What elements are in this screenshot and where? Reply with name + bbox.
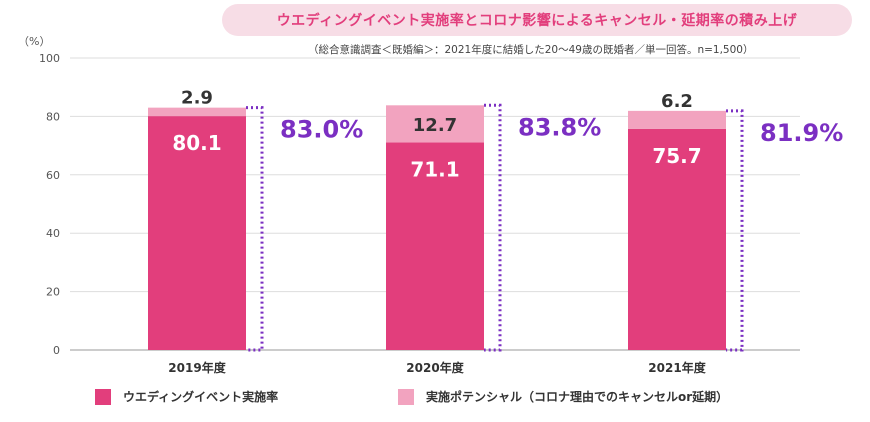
total-label: 83.8% bbox=[518, 113, 601, 141]
x-tick-label: 2021年度 bbox=[648, 360, 706, 375]
total-label: 83.0% bbox=[280, 116, 363, 144]
total-bracket bbox=[246, 106, 264, 352]
data-label-actual: 80.1 bbox=[172, 131, 221, 155]
y-tick-label: 60 bbox=[46, 169, 60, 182]
bar-actual bbox=[386, 142, 484, 350]
y-tick-label: 0 bbox=[53, 344, 60, 357]
data-label-actual: 75.7 bbox=[652, 144, 701, 168]
data-label-actual: 71.1 bbox=[410, 157, 459, 181]
bar-potential bbox=[628, 110, 726, 129]
y-axis-unit: （%） bbox=[18, 35, 51, 48]
chart-title: ウエディングイベント実施率とコロナ影響によるキャンセル・延期率の積み上げ bbox=[276, 13, 798, 29]
y-tick-label: 80 bbox=[46, 110, 60, 123]
total-label: 81.9% bbox=[760, 119, 843, 147]
y-tick-label: 100 bbox=[39, 52, 60, 65]
x-tick-label: 2019年度 bbox=[168, 360, 226, 375]
bar-actual bbox=[148, 116, 246, 350]
legend-swatch-potential bbox=[398, 388, 414, 405]
legend-label-actual: ウエディングイベント実施率 bbox=[123, 390, 279, 404]
chart-subtitle: （総合意識調査＜既婚編＞：2021年度に結婚した20～49歳の既婚者／単一回答。… bbox=[308, 44, 754, 56]
total-bracket bbox=[726, 109, 744, 352]
legend-item-potential: 実施ポテンシャル（コロナ理由でのキャンセルor延期） bbox=[398, 388, 728, 405]
data-label-potential: 6.2 bbox=[661, 91, 693, 112]
data-label-potential: 2.9 bbox=[181, 88, 213, 109]
x-tick-label: 2020年度 bbox=[406, 360, 464, 375]
y-tick-label: 40 bbox=[46, 227, 60, 240]
legend-swatch-actual bbox=[95, 388, 111, 405]
bar-potential bbox=[386, 105, 484, 143]
bar-potential bbox=[148, 107, 246, 117]
total-bracket bbox=[484, 103, 502, 352]
y-tick-label: 20 bbox=[46, 286, 60, 299]
bar-actual bbox=[628, 128, 726, 350]
data-label-potential: 12.7 bbox=[413, 115, 457, 136]
legend-label-potential: 実施ポテンシャル（コロナ理由でのキャンセルor延期） bbox=[426, 390, 729, 404]
legend-item-actual: ウエディングイベント実施率 bbox=[95, 388, 278, 405]
chart-title-banner: ウエディングイベント実施率とコロナ影響によるキャンセル・延期率の積み上げ bbox=[222, 4, 852, 36]
